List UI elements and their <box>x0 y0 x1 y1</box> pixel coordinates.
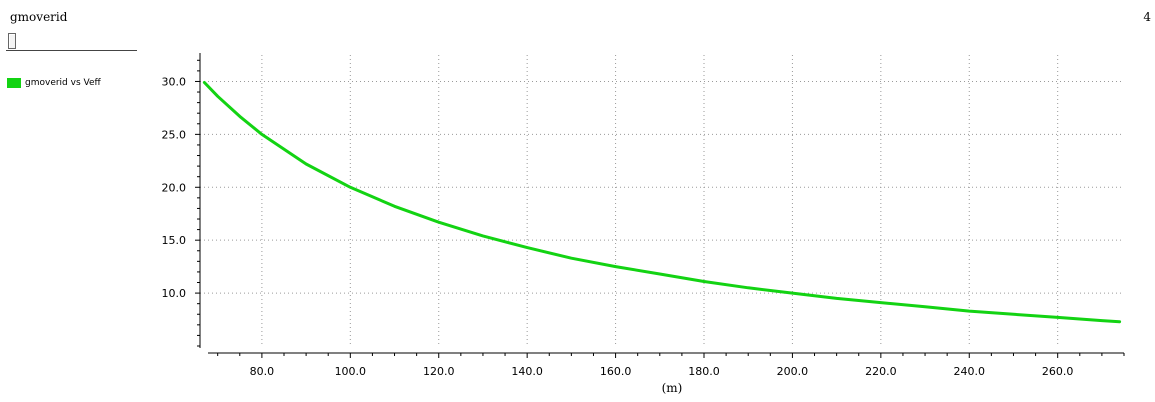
panel-input-field[interactable] <box>6 32 137 51</box>
tick-labels: 10.0 15.0 20.0 25.0 30.0 80.0 100.0 120.0 140.0 1… <box>162 75 1074 378</box>
axes <box>199 53 1124 354</box>
y-tick-label: 15.0 <box>162 234 187 247</box>
y-tick-label: 10.0 <box>162 287 187 300</box>
grid-lines <box>200 55 1124 346</box>
x-tick-label: 140.0 <box>511 365 543 378</box>
y-tick-label: 25.0 <box>162 128 187 141</box>
x-tick-label: 260.0 <box>1042 365 1074 378</box>
text-cursor-box[interactable] <box>8 33 16 49</box>
x-tick-label: 240.0 <box>954 365 986 378</box>
y-tick-label: 20.0 <box>162 181 187 194</box>
x-axis-label: (m) <box>662 381 683 395</box>
panel-title: gmoverid <box>10 10 68 24</box>
x-tick-label: 80.0 <box>250 365 275 378</box>
x-tick-label: 200.0 <box>777 365 809 378</box>
y-tick-label: 30.0 <box>162 75 187 88</box>
x-tick-label: 120.0 <box>423 365 455 378</box>
series <box>202 81 1122 324</box>
x-tick-label: 220.0 <box>865 365 897 378</box>
legend[interactable]: gmoverid vs Veff <box>7 78 101 88</box>
top-right-value: 4 <box>1143 10 1151 24</box>
x-tick-label: 180.0 <box>688 365 720 378</box>
x-tick-label: 160.0 <box>600 365 632 378</box>
ticks <box>195 59 1125 358</box>
series-line-0 <box>202 81 1122 324</box>
x-tick-label: 100.0 <box>335 365 367 378</box>
legend-label-gmoverid: gmoverid vs Veff <box>25 78 101 88</box>
legend-swatch-gmoverid[interactable] <box>7 78 21 88</box>
